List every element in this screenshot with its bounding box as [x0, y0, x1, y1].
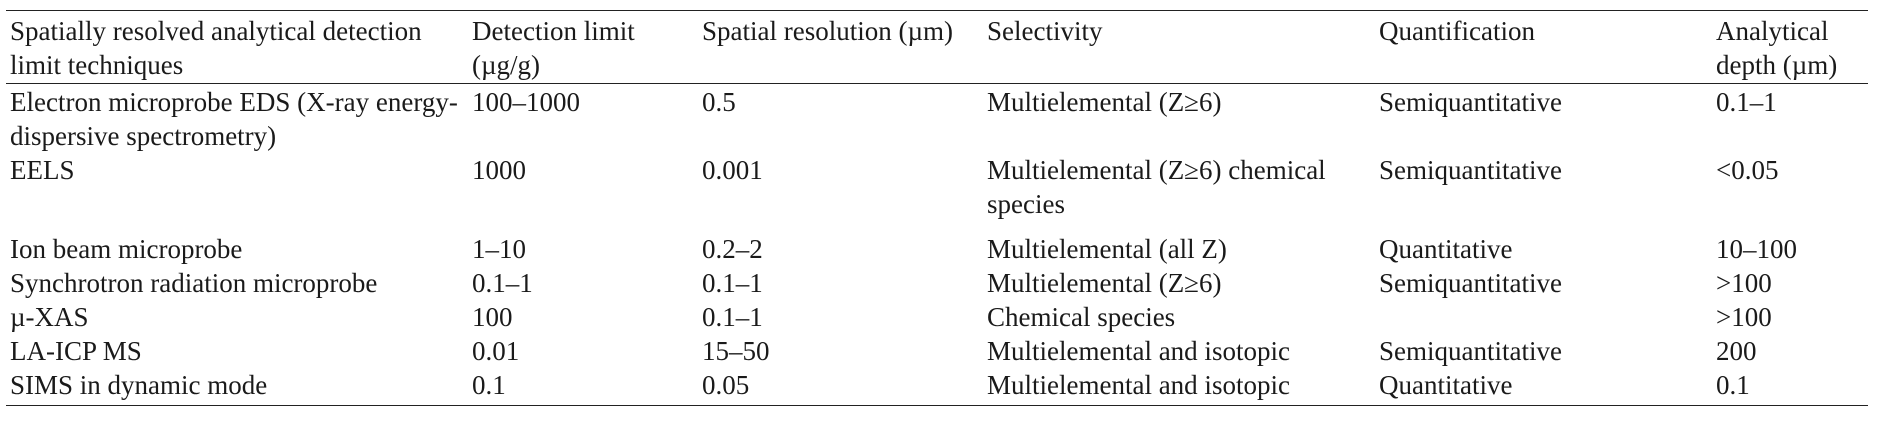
cell-spatial-resolution: 15–50	[702, 336, 770, 366]
cell-analytical-depth: >100	[1716, 268, 1772, 298]
cell-detection-limit: 0.1	[472, 370, 506, 400]
cell-selectivity: Multielemental and isotopic	[987, 370, 1290, 400]
cell-selectivity: Multielemental (Z≥6)	[987, 268, 1222, 298]
cell-quantification: Semiquantitative	[1379, 87, 1562, 117]
cell-spatial-resolution: 0.05	[702, 370, 750, 400]
cell-quantification: Semiquantitative	[1379, 268, 1562, 298]
cell-selectivity: Multielemental (Z≥6)	[987, 87, 1222, 117]
cell-analytical-depth: 0.1	[1716, 370, 1750, 400]
table-header: Spatially resolved analytical detection …	[6, 10, 1868, 84]
cell-technique: Electron microprobe EDS (X-ray energy-di…	[10, 87, 458, 151]
cell-detection-limit: 100–1000	[472, 87, 580, 117]
table-row: EELS 1000 0.001 Multielemental (Z≥6) che…	[6, 153, 1868, 232]
cell-detection-limit: 1–10	[472, 234, 526, 264]
cell-quantification: Semiquantitative	[1379, 155, 1562, 185]
cell-selectivity: Chemical species	[987, 302, 1176, 332]
cell-spatial-resolution: 0.2–2	[702, 234, 763, 264]
table-row: LA-ICP MS 0.01 15–50 Multielemental and …	[6, 334, 1868, 368]
table-row: SIMS in dynamic mode 0.1 0.05 Multieleme…	[6, 368, 1868, 406]
cell-technique: LA-ICP MS	[10, 336, 142, 366]
cell-detection-limit: 1000	[472, 155, 526, 185]
cell-analytical-depth: 10–100	[1716, 234, 1797, 264]
techniques-table: Spatially resolved analytical detection …	[6, 10, 1868, 406]
table-body: Electron microprobe EDS (X-ray energy-di…	[6, 84, 1868, 406]
cell-selectivity: Multielemental and isotopic	[987, 336, 1290, 366]
cell-detection-limit: 0.01	[472, 336, 520, 366]
table-row: Ion beam microprobe 1–10 0.2–2 Multielem…	[6, 232, 1868, 266]
cell-technique: µ-XAS	[10, 302, 89, 332]
cell-quantification: Quantitative	[1379, 234, 1513, 264]
data-table-container: Spatially resolved analytical detection …	[6, 10, 1868, 406]
cell-analytical-depth: <0.05	[1716, 155, 1779, 185]
cell-technique: Ion beam microprobe	[10, 234, 243, 264]
cell-technique: SIMS in dynamic mode	[10, 370, 268, 400]
cell-quantification	[1375, 300, 1712, 334]
cell-detection-limit: 0.1–1	[472, 268, 533, 298]
col-header-quantification: Quantification	[1379, 16, 1535, 46]
header-row: Spatially resolved analytical detection …	[6, 10, 1868, 84]
col-header-technique: Spatially resolved analytical detection …	[10, 16, 422, 80]
cell-technique: EELS	[10, 155, 75, 185]
cell-analytical-depth: >100	[1716, 302, 1772, 332]
cell-spatial-resolution: 0.1–1	[702, 268, 763, 298]
cell-analytical-depth: 200	[1716, 336, 1757, 366]
cell-selectivity: Multielemental (all Z)	[987, 234, 1227, 264]
cell-selectivity: Multielemental (Z≥6) chemical species	[987, 155, 1326, 219]
table-row: Synchrotron radiation microprobe 0.1–1 0…	[6, 266, 1868, 300]
col-header-detection-limit: Detection limit (µg/g)	[472, 16, 635, 80]
cell-detection-limit: 100	[472, 302, 513, 332]
cell-analytical-depth: 0.1–1	[1716, 87, 1777, 117]
table-row: Electron microprobe EDS (X-ray energy-di…	[6, 84, 1868, 154]
col-header-spatial-resolution: Spatial resolution (µm)	[702, 16, 954, 46]
cell-spatial-resolution: 0.1–1	[702, 302, 763, 332]
cell-quantification: Quantitative	[1379, 370, 1513, 400]
col-header-analytical-depth: Analytical depth (µm)	[1716, 16, 1838, 80]
table-row: µ-XAS 100 0.1–1 Chemical species >100	[6, 300, 1868, 334]
col-header-selectivity: Selectivity	[987, 16, 1103, 46]
cell-technique: Synchrotron radiation microprobe	[10, 268, 378, 298]
cell-spatial-resolution: 0.001	[702, 155, 763, 185]
cell-quantification: Semiquantitative	[1379, 336, 1562, 366]
cell-spatial-resolution: 0.5	[702, 87, 736, 117]
